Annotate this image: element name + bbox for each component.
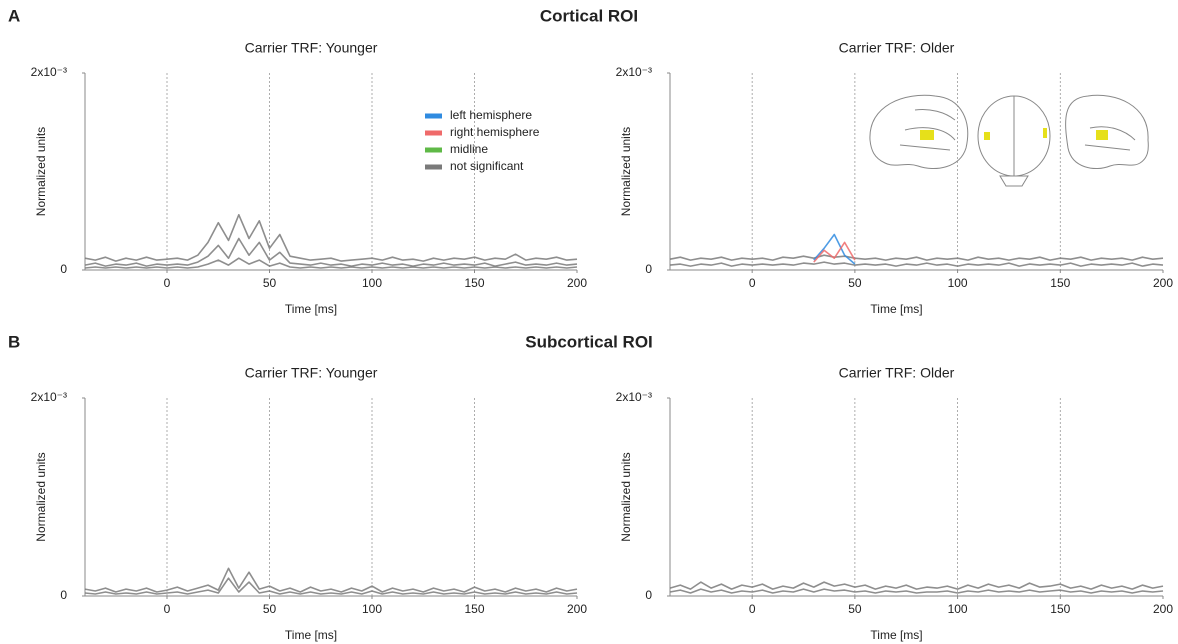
legend-label: midline — [450, 142, 488, 156]
trace — [84, 214, 578, 262]
trace — [84, 577, 578, 595]
trace — [669, 581, 1164, 590]
section-title: Subcortical ROI — [525, 332, 653, 351]
x-tick-label: 0 — [164, 276, 171, 290]
trace — [669, 254, 1164, 261]
y-tick-label: 2x10⁻³ — [616, 390, 652, 404]
x-tick-label: 150 — [464, 602, 484, 616]
trace — [84, 237, 578, 267]
x-tick-label: 200 — [567, 276, 587, 290]
brain-inset — [869, 94, 1149, 187]
x-tick-label: 150 — [1050, 602, 1070, 616]
y-axis-label: Normalized units — [619, 127, 633, 216]
x-tick-label: 200 — [1153, 276, 1173, 290]
panel-letter: A — [8, 6, 20, 25]
y-tick-label: 2x10⁻³ — [31, 390, 67, 404]
y-axis-label: Normalized units — [34, 452, 48, 541]
y-tick-label: 0 — [60, 588, 67, 602]
chart-title: Carrier TRF: Younger — [245, 40, 378, 56]
x-tick-label: 150 — [1050, 276, 1070, 290]
chart-title: Carrier TRF: Older — [839, 365, 955, 381]
trace — [669, 261, 1164, 267]
x-tick-label: 100 — [362, 602, 382, 616]
y-axis-label: Normalized units — [619, 452, 633, 541]
x-tick-label: 50 — [848, 602, 862, 616]
y-axis-label: Normalized units — [34, 127, 48, 216]
x-tick-label: 100 — [948, 602, 968, 616]
legend-label: left hemisphere — [450, 108, 532, 122]
x-tick-label: 200 — [567, 602, 587, 616]
chart-title: Carrier TRF: Older — [839, 40, 955, 56]
y-tick-label: 0 — [60, 262, 67, 276]
y-tick-label: 2x10⁻³ — [31, 65, 67, 79]
x-axis-label: Time [ms] — [285, 302, 337, 316]
trace — [669, 588, 1164, 594]
legend-label: not significant — [450, 159, 524, 173]
y-tick-label: 2x10⁻³ — [616, 65, 652, 79]
trace — [813, 233, 856, 265]
chart-title: Carrier TRF: Younger — [245, 365, 378, 381]
section-title: Cortical ROI — [540, 6, 638, 25]
x-axis-label: Time [ms] — [285, 628, 337, 642]
x-tick-label: 100 — [948, 276, 968, 290]
x-tick-label: 50 — [263, 602, 277, 616]
x-tick-label: 200 — [1153, 602, 1173, 616]
y-tick-label: 0 — [645, 262, 652, 276]
x-tick-label: 0 — [164, 602, 171, 616]
x-tick-label: 0 — [749, 276, 756, 290]
x-tick-label: 100 — [362, 276, 382, 290]
x-tick-label: 50 — [263, 276, 277, 290]
x-tick-label: 0 — [749, 602, 756, 616]
trace — [84, 567, 578, 593]
x-axis-label: Time [ms] — [870, 302, 922, 316]
x-tick-label: 150 — [464, 276, 484, 290]
trace — [84, 257, 578, 269]
y-tick-label: 0 — [645, 588, 652, 602]
panel-letter: B — [8, 332, 20, 351]
x-axis-label: Time [ms] — [870, 628, 922, 642]
trace — [813, 241, 856, 263]
x-tick-label: 50 — [848, 276, 862, 290]
legend-label: right hemisphere — [450, 125, 540, 139]
